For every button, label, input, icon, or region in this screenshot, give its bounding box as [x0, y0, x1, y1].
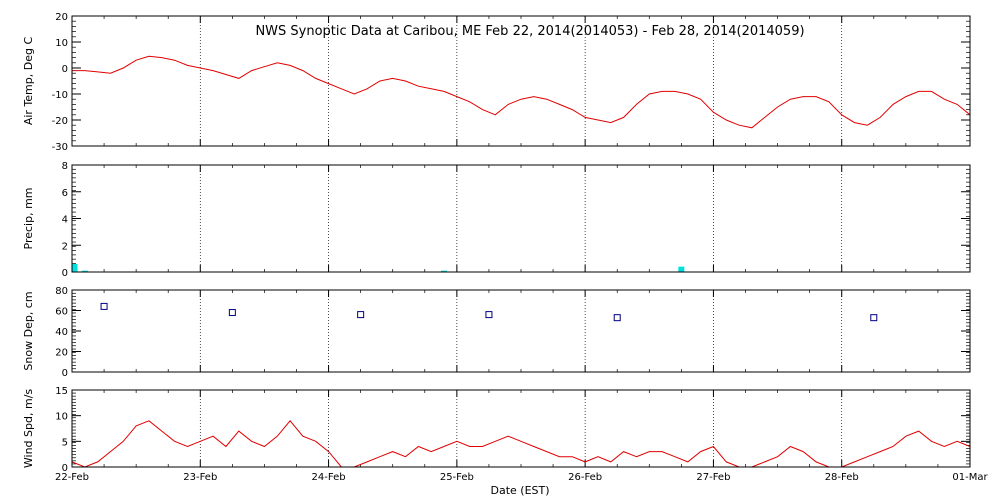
y-tick-label: 60: [55, 307, 68, 318]
y-tick-label: 15: [55, 386, 68, 397]
x-axis-tick-labels: 22-Feb 23-Feb 24-Feb 25-Feb 26-Feb 27-Feb 28-F…: [55, 472, 989, 483]
y-tick-label: 80: [55, 286, 68, 297]
y-tick-label: 0: [62, 368, 68, 379]
snow-depth-point: [870, 314, 878, 322]
x-axis-label: Date (EST): [490, 484, 549, 497]
x-tick-label: 01-Mar: [952, 472, 988, 483]
y-tick-label: 4: [62, 215, 68, 226]
snow-depth-point: [100, 302, 108, 310]
x-tick-label: 22-Feb: [55, 472, 89, 483]
y-tick-label: 8: [62, 161, 68, 172]
plot-frame: [71, 15, 971, 147]
y-tick-label: 0: [62, 463, 68, 474]
precip-bar: [678, 266, 685, 272]
y-tick-label: -30: [52, 142, 68, 153]
x-tick-label: 23-Feb: [183, 472, 217, 483]
y-tick-label: 20: [55, 12, 68, 23]
y-axis-label-air-temp: Air Temp, Deg C: [22, 37, 35, 126]
plot-frame: [71, 389, 971, 468]
panel-snow-depth: 0 20 40 60 80 Snow Dep, cm: [22, 286, 971, 379]
x-tick-label: 24-Feb: [312, 472, 346, 483]
panel-air-temp: -30 -20 -10 0 10 20 Air Temp, Deg C: [22, 12, 971, 153]
snow-depth-point: [485, 311, 493, 319]
x-tick-label: 28-Feb: [825, 472, 859, 483]
precip-bar: [81, 270, 88, 272]
y-tick-label: 5: [62, 437, 68, 448]
y-tick-label: 20: [55, 348, 68, 359]
y-tick-label: -10: [52, 90, 68, 101]
y-tick-label: -20: [52, 116, 68, 127]
y-axis-label-wind-speed: Wind Spd, m/s: [22, 389, 35, 469]
y-tick-label: 40: [55, 327, 68, 338]
plot-frame: [71, 164, 971, 273]
y-axis-label-precip: Precip, mm: [22, 188, 35, 250]
y-tick-label: 0: [62, 64, 68, 75]
y-tick-label: 10: [55, 412, 68, 423]
plot-panels: -30 -20 -10 0 10 20 Air Temp, Deg C 0 2 4 6 8 Precip…: [22, 12, 971, 474]
plot-frame: [71, 289, 971, 373]
x-tick-label: 27-Feb: [696, 472, 730, 483]
snow-depth-point: [613, 314, 621, 322]
y-tick-label: 6: [62, 188, 68, 199]
y-tick-label: 10: [55, 38, 68, 49]
y-tick-label: 0: [62, 268, 68, 279]
precip-bar: [441, 270, 448, 272]
precip-bar: [71, 263, 78, 272]
series-line-air-temp: [72, 55, 971, 129]
panel-precip: 0 2 4 6 8 Precip, mm: [22, 161, 971, 279]
x-tick-label: 25-Feb: [440, 472, 474, 483]
panel-wind-speed: 0 5 10 15 Wind Spd, m/s: [22, 386, 971, 474]
x-tick-label: 26-Feb: [568, 472, 602, 483]
series-line-wind-speed: [71, 420, 971, 468]
y-axis-label-snow-depth: Snow Dep, cm: [22, 291, 35, 370]
chart-title: NWS Synoptic Data at Caribou, ME Feb 22,…: [255, 24, 804, 39]
snow-depth-point: [228, 309, 236, 317]
snow-depth-point: [357, 311, 365, 319]
y-tick-label: 2: [62, 241, 68, 252]
